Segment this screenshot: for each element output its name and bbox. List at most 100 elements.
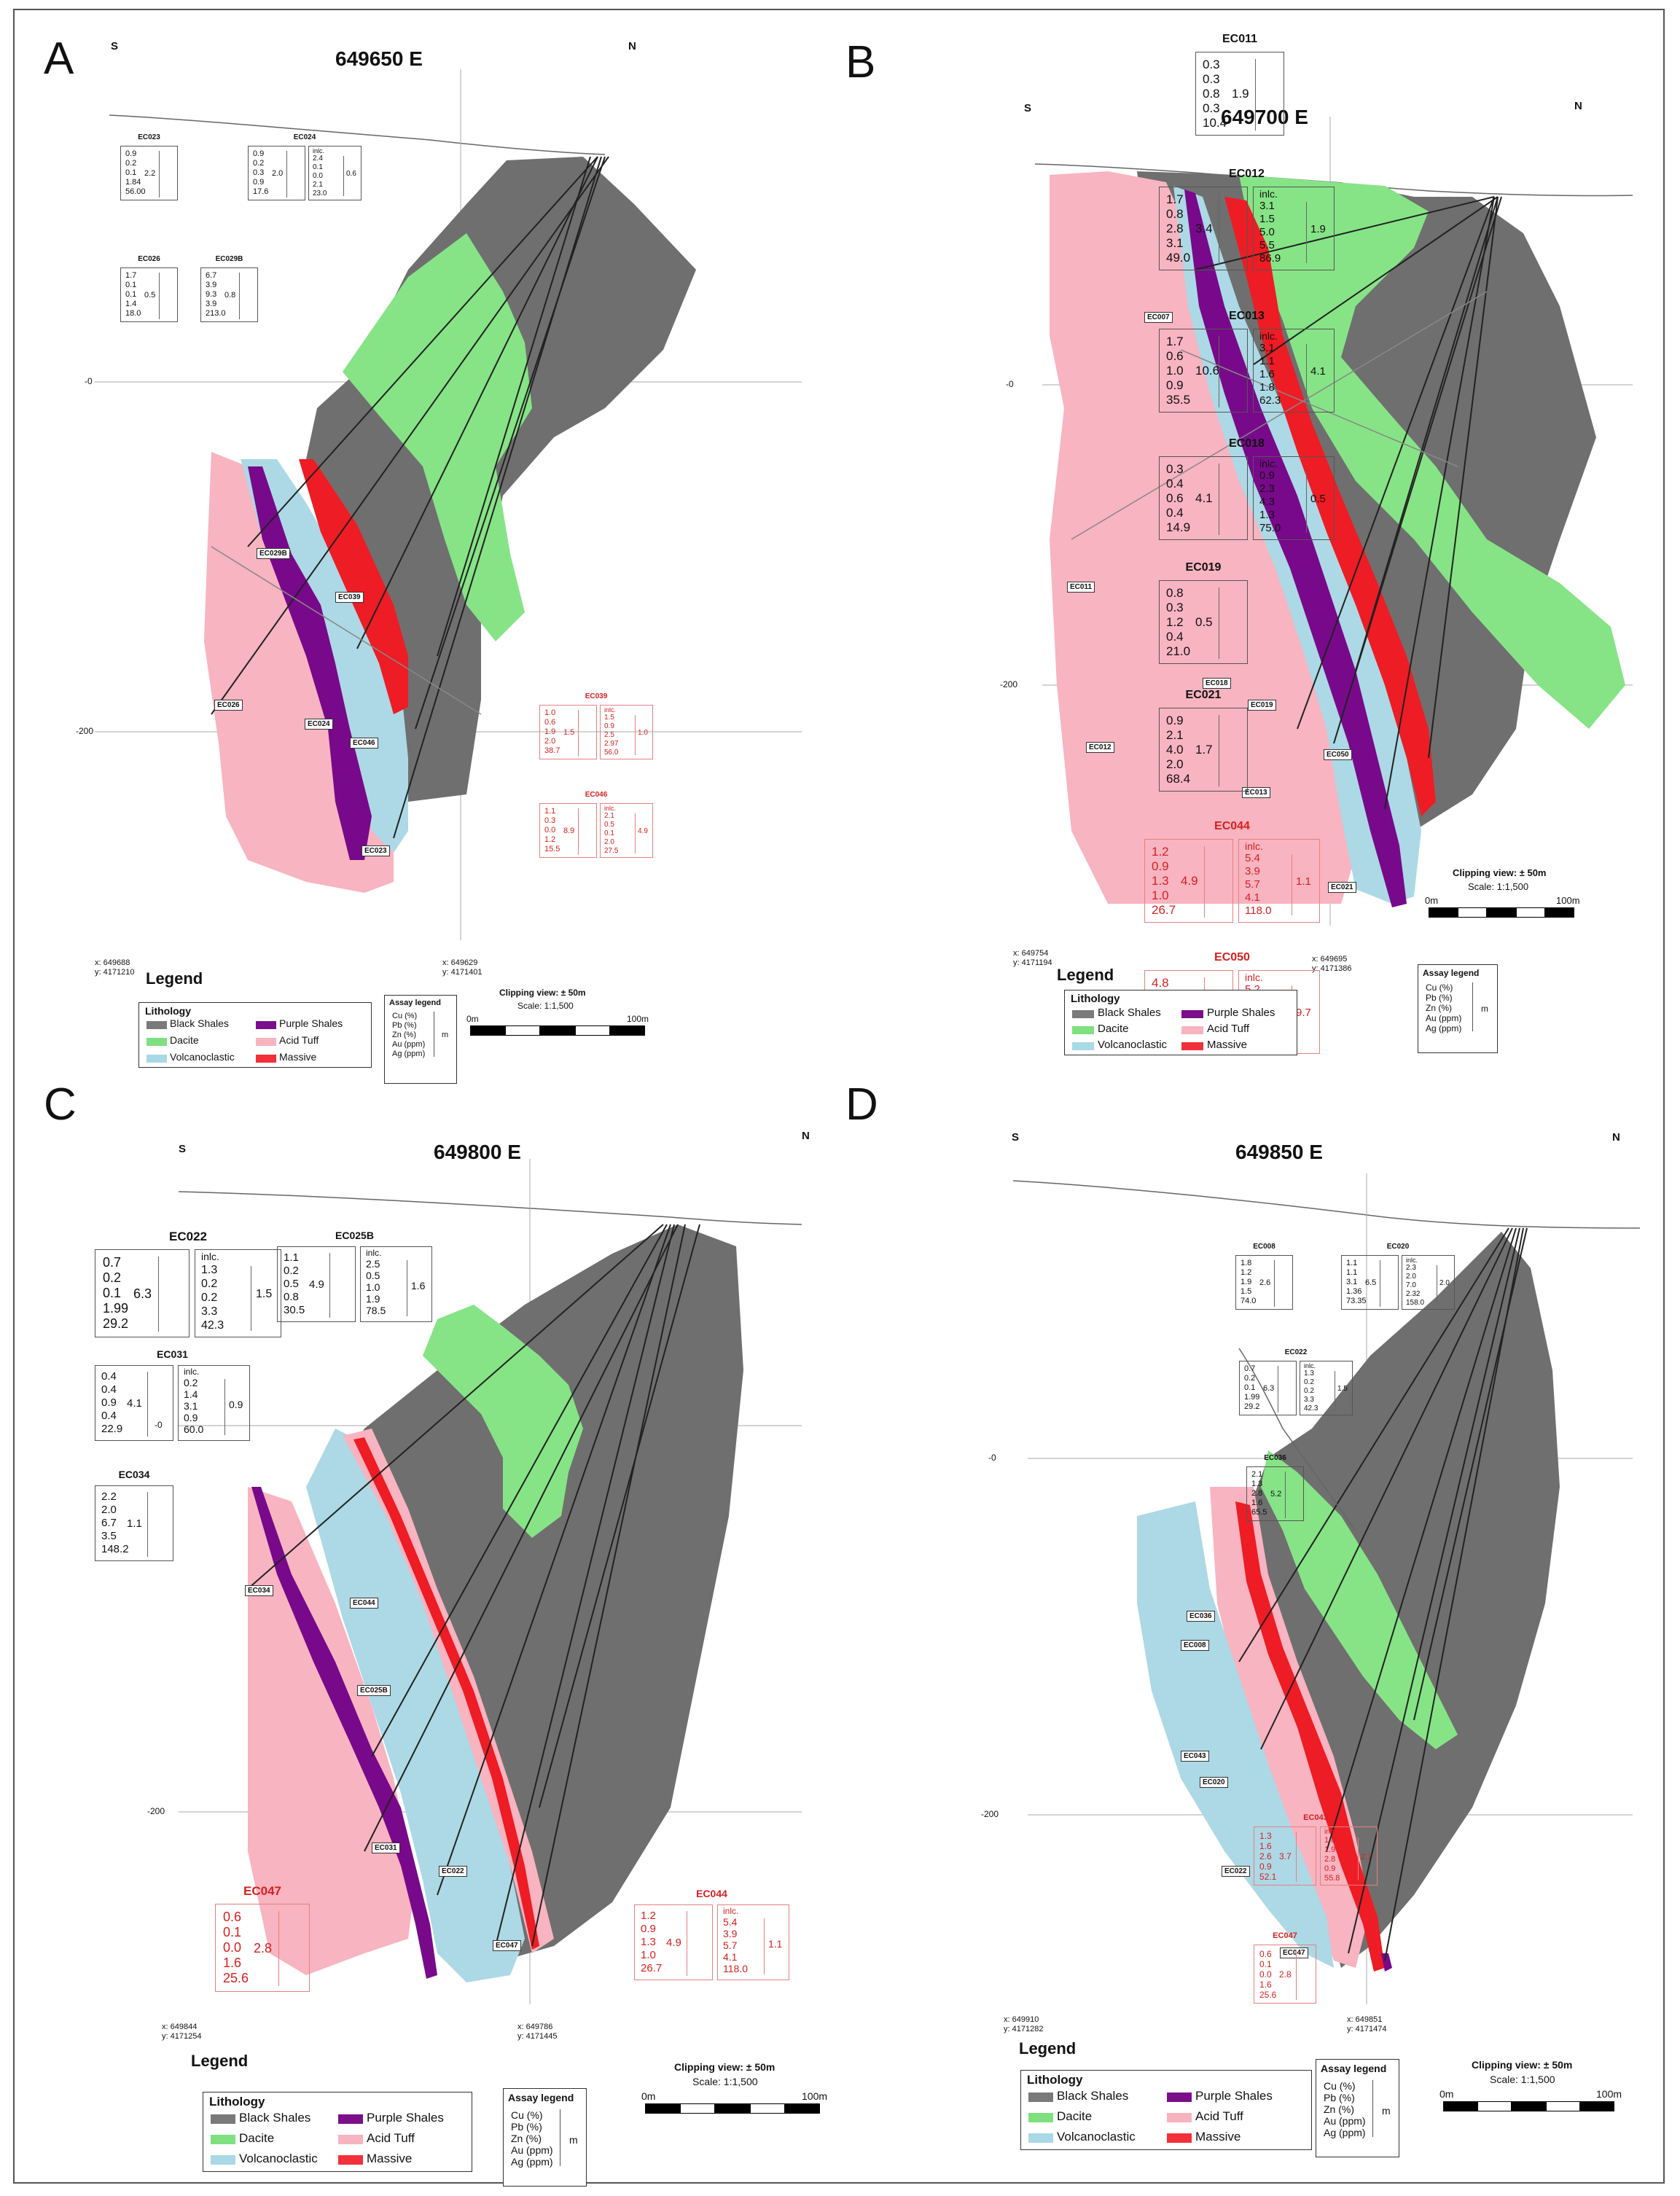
lithology-item-label: Purple Shales [1195,2089,1273,2103]
assay-legend: Assay legend Cu (%) Pb (%) Zn (%) Au (ppm… [1418,964,1498,1053]
assay-values: 0.9 0.2 0.3 0.9 17.6 [253,149,269,196]
assay-divider [1358,1837,1359,1881]
clipping-view: Clipping view: ± 50m [674,2061,775,2073]
assay-hole-id: EC036 [1264,1454,1286,1462]
panel-b-section [1034,117,1633,926]
assay-interval: 0.9 0.2 0.1 1.84 56.00 2.2 [120,146,178,200]
including-length: 2.7 [1361,1853,1372,1861]
assay-box-ec026: EC026 1.7 0.1 0.1 1.4 18.0 0.5 [120,255,178,322]
scale-segment [1429,907,1458,918]
assay-values: 1.1 0.3 0.0 1.2 15.5 [544,807,560,853]
scale-ratio: Scale: 1:1,500 [1468,881,1529,892]
lithology-item-label: Dacite [1057,2109,1093,2123]
assay-box-ec034: EC034 2.2 2.0 6.7 3.5 148.2 1.1 [95,1469,173,1561]
scale-zero: 0m [466,1014,479,1024]
including-values: 1.8 1.9 2.8 0.9 55.8 [1324,1836,1340,1883]
assay-hole-id: EC050 [1214,951,1250,964]
lithology-item-label: Acid Tuff [279,1034,319,1046]
lithology-item-label: Acid Tuff [1195,2109,1243,2123]
assay-hole-id: EC019 [1185,561,1222,574]
assay-values: 2.2 2.0 6.7 3.5 148.2 [101,1490,129,1555]
assay-hole-id: EC047 [243,1884,281,1898]
panel-letter: B [845,37,876,87]
assay-values: 0.8 0.3 1.2 0.4 21.0 [1166,586,1191,658]
assay-length: 1.5 [563,728,575,737]
assay-box-ec044: EC044 1.2 0.9 1.3 1.0 26.7 4.9 inlc. 5.4 3.9… [1144,820,1320,923]
scale-ratio: Scale: 1:1,500 [692,2076,758,2087]
scale-block: Clipping view: ± 50m Scale: 1:1,500 0m 100m [1439,2059,1622,2117]
scale-block: Clipping view: ± 50m Scale: 1:1,500 0m 100m [466,988,649,1046]
assay-divider [635,715,636,756]
coord-left: x: 649754 y: 4171194 [1013,949,1052,967]
assay-including: inlc. 1.3 0.2 0.2 3.3 42.3 1.5 [195,1249,281,1337]
hole-label: EC012 [1086,742,1114,753]
assay-interval: 1.7 0.6 1.0 0.9 35.5 10.6 [1159,329,1248,413]
assay-divider [764,1918,765,1974]
volcanoclastic-body [1137,1501,1334,1968]
depth-tick-0: -0 [988,1453,996,1463]
assay-including: inlc. 1.8 1.9 2.8 0.9 55.8 2.7 [1320,1826,1378,1886]
lithology-title: Lithology [1027,2073,1083,2087]
assay-including: inlc. 3.1 1.1 1.6 1.8 62.3 4.1 [1253,329,1335,413]
lithology-title: Lithology [209,2095,265,2109]
including-length: 1.0 [638,729,648,737]
assay-divider [147,1372,148,1437]
including-label: inlc. [313,147,325,155]
assay-divider [1255,59,1256,130]
swatch-black-shales [1028,2093,1053,2102]
assay-interval: 0.3 0.3 0.8 0.3 10.4 1.9 [1195,52,1284,136]
assay-values: 1.7 0.1 0.1 1.4 18.0 [125,271,141,318]
assay-divider [278,1911,279,1986]
lithology-item-label: Purple Shales [279,1017,343,1029]
assay-legend-unit: m [569,2134,578,2146]
assay-interval: 0.4 0.4 0.9 0.4 22.9 4.1 [95,1365,173,1441]
north-label: N [1574,100,1582,112]
lithology-item-label: Volcanoclastic [1098,1039,1168,1051]
scale-block: Clipping view: ± 50m Scale: 1:1,500 0m 100m [641,2061,827,2119]
including-length: 1.9 [1310,223,1326,235]
assay-length: 8.9 [563,827,575,835]
lithology-item-label: Purple Shales [1207,1007,1275,1019]
black-shales-body [335,1224,743,1961]
lithology-item-label: Purple Shales [367,2111,444,2125]
swatch-massive [338,2155,363,2165]
assay-divider [1204,846,1205,918]
assay-interval: 1.7 0.8 2.8 3.1 49.0 3.4 [1159,187,1248,270]
including-length: 1.5 [256,1288,273,1300]
assay-interval: 1.1 1.1 3.1 1.36 73.35 6.5 [1341,1255,1399,1310]
assay-length: 3.4 [1195,222,1213,235]
scale-segment [680,2103,715,2114]
legend-title: Legend [1019,2039,1077,2058]
coord-right: x: 649695 y: 4171386 [1312,955,1352,973]
assay-values: 0.9 2.1 4.0 2.0 68.4 [1166,714,1191,786]
assay-legend-unit: m [442,1031,449,1039]
legend-title: Legend [191,2052,249,2070]
coord-right: x: 649786 y: 4171445 [517,2023,558,2041]
including-label: inlc. [1259,458,1278,469]
assay-box-ec044: EC044 1.2 0.9 1.3 1.0 26.7 4.9 inlc. 5.4 3.9… [634,1888,789,1980]
coord-right: x: 649629 y: 4171401 [442,958,482,977]
assay-hole-id: EC039 [585,692,608,700]
assay-length: 6.3 [1263,1384,1275,1393]
assay-length: 4.9 [666,1937,681,1949]
assay-length: 6.3 [133,1286,152,1301]
assay-legend-lines: Cu (%) Pb (%) Zn (%) Au (ppm) Ag (ppm) [1324,2080,1366,2138]
assay-box-ec008: EC008 1.8 1.2 1.9 1.5 74.0 2.6 [1235,1243,1293,1310]
lithology-title: Lithology [145,1005,191,1017]
depth-tick-0: -0 [1006,379,1014,389]
assay-length: 2.8 [254,1941,273,1955]
swatch-black-shales [211,2114,235,2124]
section-title: 649850 E [1235,1141,1323,1163]
depth-tick-0: -0 [85,376,93,386]
lithology-item-label: Massive [279,1051,317,1063]
hole-label: EC011 [1067,582,1095,593]
hole-label: EC022 [439,1866,467,1877]
scale-segment [715,2103,750,2114]
assay-box-ec046: EC046 1.1 0.3 0.0 1.2 15.5 8.9 inlc. 2.1 0.5… [539,791,653,858]
including-label: inlc. [1259,330,1278,342]
assay-interval: 0.9 0.2 0.3 0.9 17.6 2.0 [248,146,305,200]
assay-box-ec031: EC031 0.4 0.4 0.9 0.4 22.9 4.1 inlc. 0.2 1.4… [95,1348,250,1441]
scale-segment [1487,907,1516,918]
panel-letter: C [44,1079,77,1130]
assay-hole-id: EC011 [1222,33,1258,45]
